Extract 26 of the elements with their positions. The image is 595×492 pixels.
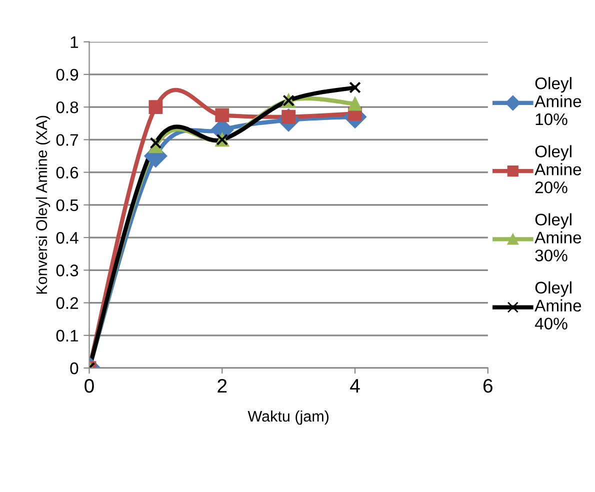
y-tick-label: 0.5	[56, 199, 78, 212]
y-tick-label: 0.7	[56, 134, 78, 146]
y-tick-label: 0.9	[56, 68, 78, 81]
y-tick-label: 0.3	[56, 264, 78, 276]
y-tick-label: 0.8	[56, 101, 78, 114]
y-tick-label: 1	[70, 36, 78, 48]
x-tick-label: 6	[483, 378, 492, 393]
y-tick-label: 0	[70, 362, 78, 374]
x-tick-label: 2	[218, 378, 227, 393]
x-axis-title: Waktu (jam)	[248, 410, 329, 425]
point	[215, 108, 230, 122]
point	[148, 100, 163, 114]
y-tick-label: 0.2	[56, 297, 78, 309]
point	[150, 137, 162, 149]
point	[349, 82, 361, 94]
legend-label: Oleyl Amine 40%	[534, 281, 582, 330]
legend-label: Oleyl Amine 20%	[534, 145, 582, 194]
legend-label: Oleyl Amine 30%	[534, 213, 582, 262]
x-tick-label: 4	[350, 379, 360, 393]
legend-label: Oleyl Amine 10%	[534, 77, 582, 126]
y-tick-label: 0.6	[56, 166, 78, 178]
point	[348, 96, 362, 111]
y-axis-title: Konversi Oleyl Amine (XA)	[36, 116, 50, 294]
y-tick-label: 0.1	[56, 330, 78, 342]
x-tick-label: 0	[84, 378, 94, 393]
y-tick-label: 0.4	[56, 232, 78, 244]
